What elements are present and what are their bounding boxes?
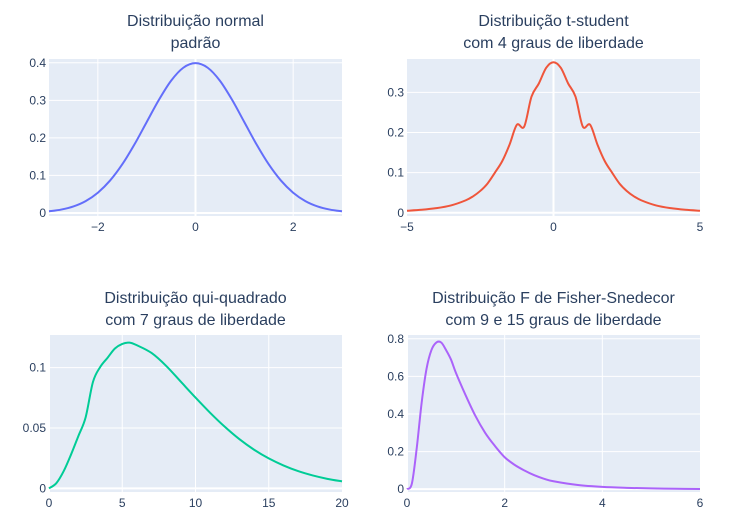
y-tick-label: 0.4 [387,407,404,421]
x-tick-label: 2 [290,220,297,234]
x-tick-label: 2 [501,496,508,510]
series-line-chi-square [48,341,343,490]
x-tick-label: 0 [46,496,53,510]
y-tick-label: 0 [397,206,404,220]
x-tick-label: 5 [119,496,126,510]
y-tick-label: 0.4 [29,56,46,70]
x-tick-label: 20 [335,496,349,510]
subplot-chi-square: 0 5 10 15 20 0 0.05 0.1 Distribuição qui-quadrad… [23,290,349,510]
x-tick-label: 0 [192,220,199,234]
chart-title-line-2: com 4 graus de liberdade [463,35,644,52]
chart-title-line-1: Distribuição t-student [478,13,629,30]
chart-title-line-2: com 7 graus de liberdade [105,312,286,329]
x-tick-label: 4 [599,496,606,510]
y-tick-label: 0 [39,206,46,220]
y-tick-label: 0.1 [387,166,404,180]
chart-title-line-2: padrão [171,35,221,52]
x-tick-label: 0 [404,496,411,510]
x-tick-label: −5 [400,220,414,234]
y-tick-label: 0.1 [29,168,46,182]
y-tick-label: 0 [39,481,46,495]
y-tick-label: 0.3 [387,85,404,99]
y-tick-label: 0.2 [29,131,46,145]
chart-title-line-1: Distribuição F de Fisher-Snedecor [432,290,675,307]
y-tick-label: 0.2 [387,445,404,459]
x-tick-label: 15 [262,496,276,510]
subplot-f-distribution: 0 2 4 6 0 0.2 0.4 0.6 0.8 Distribuição F de Fishe… [387,290,703,510]
x-tick-label: 0 [550,220,557,234]
x-tick-label: −2 [91,220,105,234]
x-tick-label: 5 [697,220,704,234]
y-tick-label: 0.3 [29,93,46,107]
subplot-normal: −2 0 2 0 0.1 0.2 0.3 0.4 Distribuição normal padr… [29,13,343,234]
x-tick-label: 10 [189,496,203,510]
y-tick-label: 0.8 [387,332,404,346]
y-tick-label: 0 [397,482,404,496]
y-tick-label: 0.6 [387,369,404,383]
chart-title-line-1: Distribuição qui-quadrado [104,290,286,307]
series-line-f-distribution [406,340,701,491]
y-tick-label: 0.1 [29,361,46,375]
series-line-t-student [406,61,701,212]
y-tick-label: 0.05 [23,421,47,435]
y-tick-label: 0.2 [387,125,404,139]
chart-title-line-1: Distribuição normal [127,13,264,30]
x-tick-label: 6 [697,496,704,510]
series-line-normal [48,62,343,213]
chart-title-line-2: com 9 e 15 graus de liberdade [445,312,661,329]
